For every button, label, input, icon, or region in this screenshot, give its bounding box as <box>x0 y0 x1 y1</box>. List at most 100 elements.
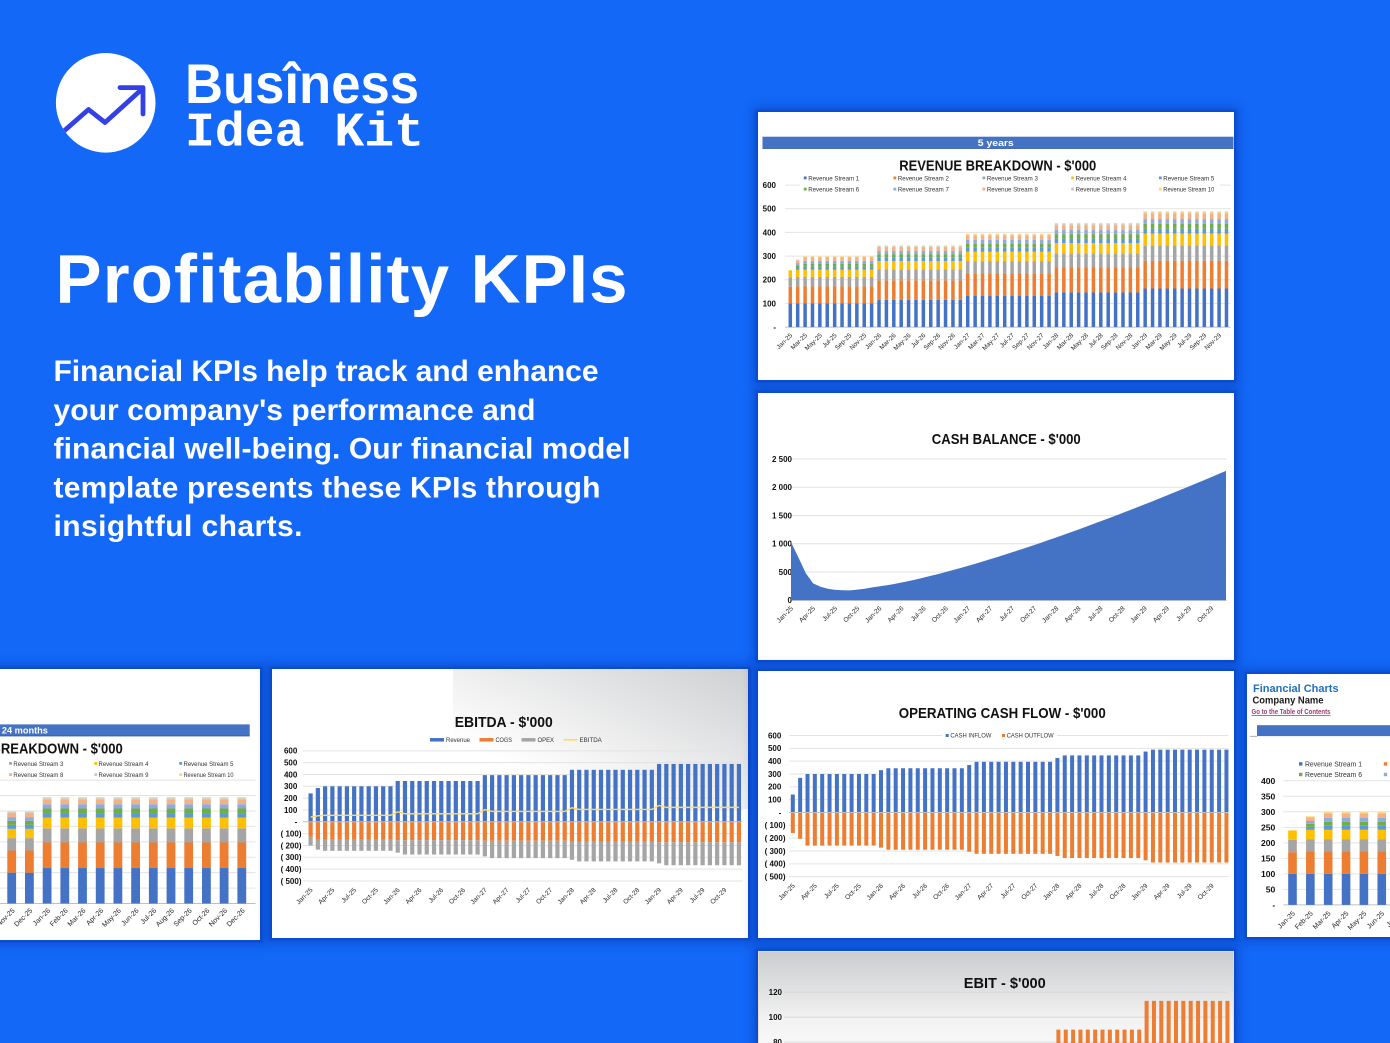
svg-text:Apr-28: Apr-28 <box>1064 882 1083 901</box>
svg-text:May-29: May-29 <box>1159 332 1179 352</box>
svg-text:Feb-26: Feb-26 <box>49 907 70 928</box>
svg-text:80: 80 <box>773 1037 782 1043</box>
svg-text:Jul-26: Jul-26 <box>428 887 446 905</box>
svg-text:template presents these KPIs t: template presents these KPIs through <box>54 471 601 504</box>
svg-text:Revenue Stream 7: Revenue Stream 7 <box>898 187 949 194</box>
svg-text:1 000: 1 000 <box>772 540 793 549</box>
svg-text:150: 150 <box>1261 853 1276 863</box>
svg-text:Jul-25: Jul-25 <box>823 882 841 900</box>
svg-text:500: 500 <box>284 759 298 768</box>
svg-text:May-28: May-28 <box>1070 332 1090 352</box>
svg-text:Oct-28: Oct-28 <box>1109 882 1128 901</box>
svg-text:Revenue Stream 2: Revenue Stream 2 <box>898 176 949 183</box>
svg-text:Oct-25: Oct-25 <box>844 882 863 901</box>
svg-text:Sep-26: Sep-26 <box>173 907 194 928</box>
svg-text:24 months: 24 months <box>2 726 48 737</box>
svg-text:Jan-29: Jan-29 <box>1130 605 1149 624</box>
svg-text:Revenue Stream 1: Revenue Stream 1 <box>1305 762 1362 769</box>
svg-text:Feb-25: Feb-25 <box>1294 910 1315 931</box>
svg-text:Revenue Stream 10: Revenue Stream 10 <box>184 772 234 779</box>
svg-text:100: 100 <box>284 806 298 815</box>
svg-text:Jul-29: Jul-29 <box>689 887 707 905</box>
svg-text:Oct-27: Oct-27 <box>535 887 554 906</box>
svg-text:Revenue Stream 8: Revenue Stream 8 <box>987 187 1038 194</box>
svg-text:Go to the Table of Contents: Go to the Table of Contents <box>1252 707 1331 716</box>
svg-text:CASH INFLOW: CASH INFLOW <box>950 733 992 740</box>
svg-text:May-26: May-26 <box>892 332 912 352</box>
svg-text:Oct-29: Oct-29 <box>1196 605 1215 624</box>
svg-text:Oct-29: Oct-29 <box>709 887 728 906</box>
svg-text:Apr-27: Apr-27 <box>975 605 994 624</box>
svg-text:Jan-27: Jan-27 <box>470 887 489 906</box>
svg-text:Aug-26: Aug-26 <box>155 907 176 928</box>
svg-text:Apr-26: Apr-26 <box>888 882 907 901</box>
svg-text:( 300): ( 300) <box>765 847 786 856</box>
svg-text:Company Name: Company Name <box>1253 695 1324 706</box>
svg-text:CASH OUTFLOW: CASH OUTFLOW <box>1007 733 1055 740</box>
svg-text:EBIT - $'000: EBIT - $'000 <box>964 975 1046 992</box>
svg-text:Jan-26: Jan-26 <box>864 605 883 624</box>
svg-text:Nov-25: Nov-25 <box>849 332 869 352</box>
svg-text:Apr-28: Apr-28 <box>1064 605 1083 624</box>
svg-text:Revenue: Revenue <box>446 737 470 744</box>
svg-text:( 400): ( 400) <box>765 860 786 869</box>
svg-text:600: 600 <box>763 181 777 190</box>
svg-text:Oct-28: Oct-28 <box>1108 605 1127 624</box>
svg-text:300: 300 <box>1261 807 1276 817</box>
svg-text:Jan-26: Jan-26 <box>382 887 401 906</box>
svg-text:Revenue Stream 3: Revenue Stream 3 <box>14 761 64 768</box>
svg-text:your company's performance and: your company's performance and <box>54 394 536 427</box>
svg-text:( 500): ( 500) <box>765 873 786 882</box>
svg-text:Apr-25: Apr-25 <box>800 882 819 901</box>
svg-text:Jul-26: Jul-26 <box>911 882 929 900</box>
svg-text:Jan-25: Jan-25 <box>776 605 795 624</box>
svg-text:Jun-26: Jun-26 <box>121 907 141 927</box>
svg-text:Busîness: Busîness <box>185 52 419 115</box>
svg-text:300: 300 <box>763 252 777 261</box>
svg-text:Jan-25: Jan-25 <box>1277 910 1297 930</box>
svg-text:Jun-25: Jun-25 <box>1366 910 1386 930</box>
svg-text:Revenue Stream 9: Revenue Stream 9 <box>1076 187 1127 194</box>
svg-text:CASH BALANCE - $'000: CASH BALANCE - $'000 <box>932 431 1081 448</box>
svg-text:Oct-29: Oct-29 <box>1197 882 1216 901</box>
svg-text:Revenue Stream 6: Revenue Stream 6 <box>1305 772 1362 779</box>
svg-text:-: - <box>1272 900 1275 910</box>
svg-text:600: 600 <box>284 747 298 756</box>
svg-text:May-25: May-25 <box>1347 910 1369 932</box>
svg-text:EBITDA - $'000: EBITDA - $'000 <box>455 714 553 731</box>
svg-text:Revenue Stream 3: Revenue Stream 3 <box>987 176 1038 183</box>
svg-text:200: 200 <box>768 783 782 792</box>
svg-text:Revenue Stream 4: Revenue Stream 4 <box>99 761 149 768</box>
svg-text:Apr-29: Apr-29 <box>1153 882 1172 901</box>
svg-text:Oct-26: Oct-26 <box>932 882 951 901</box>
svg-text:100: 100 <box>763 299 777 308</box>
svg-text:Apr-25: Apr-25 <box>317 887 336 906</box>
svg-text:200: 200 <box>1261 838 1276 848</box>
svg-text:Oct-28: Oct-28 <box>622 887 641 906</box>
svg-text:Revenue Stream 10: Revenue Stream 10 <box>1163 187 1214 194</box>
svg-text:Oct-27: Oct-27 <box>1019 605 1038 624</box>
svg-text:400: 400 <box>284 770 298 779</box>
svg-text:( 100): ( 100) <box>281 830 302 839</box>
svg-text:financial well-being. Our fina: financial well-being. Our financial mode… <box>54 433 631 466</box>
svg-text:OPERATING CASH FLOW - $'000: OPERATING CASH FLOW - $'000 <box>899 705 1106 722</box>
svg-text:( 300): ( 300) <box>281 853 302 862</box>
svg-text:( 100): ( 100) <box>765 821 786 830</box>
svg-text:Jan-26: Jan-26 <box>866 882 885 901</box>
svg-text:Jul-27: Jul-27 <box>515 887 533 905</box>
svg-text:Jan-28: Jan-28 <box>1041 605 1060 624</box>
svg-text:50: 50 <box>1266 884 1276 894</box>
svg-text:250: 250 <box>1261 822 1276 832</box>
svg-text:Apr-26: Apr-26 <box>887 605 906 624</box>
svg-text:200: 200 <box>763 276 777 285</box>
svg-text:Jan-25: Jan-25 <box>295 887 314 906</box>
svg-text:600: 600 <box>768 731 782 740</box>
svg-text:Jul-25: Jul-25 <box>1386 910 1390 929</box>
svg-text:500: 500 <box>763 205 777 214</box>
svg-text:Oct-25: Oct-25 <box>361 887 380 906</box>
svg-text:Nov-26: Nov-26 <box>208 907 229 928</box>
svg-text:500: 500 <box>768 744 782 753</box>
svg-text:Idea Kit: Idea Kit <box>185 106 424 160</box>
svg-text:Jul-28: Jul-28 <box>1088 882 1106 900</box>
svg-text:400: 400 <box>763 228 777 237</box>
